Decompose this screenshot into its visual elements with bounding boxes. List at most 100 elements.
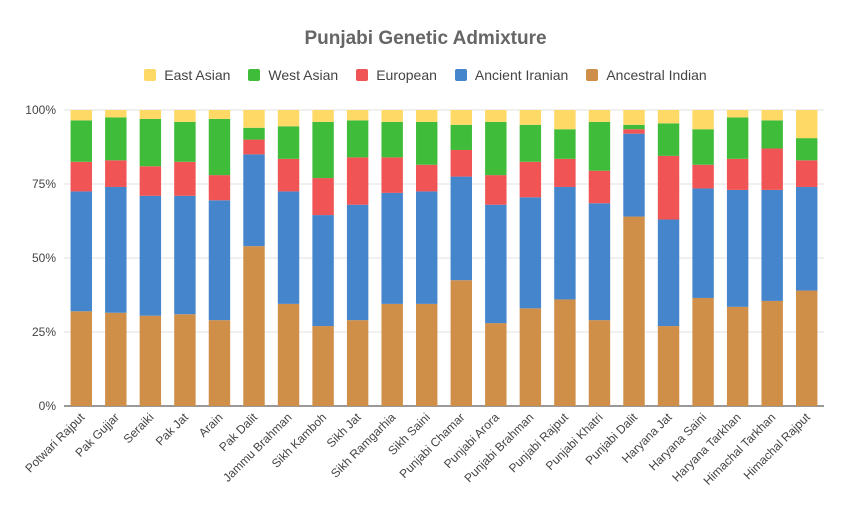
bar-punjabi-arora-west-asian[interactable] — [485, 121, 507, 176]
bar-sikh-saini-east-asian[interactable] — [416, 110, 438, 122]
bar-jammu-brahman-west-asian[interactable] — [277, 126, 300, 159]
bar-sikh-jat-ancient-iranian[interactable] — [346, 204, 369, 321]
bar-pak-jat-west-asian[interactable] — [174, 121, 196, 162]
bar-seraiki-east-asian[interactable] — [139, 110, 162, 119]
bar-punjabi-arora-european[interactable] — [485, 175, 507, 205]
bar-haryana-tarkhan-ancestral-indian[interactable] — [726, 306, 749, 406]
bar-himachal-rajput-east-asian[interactable] — [796, 110, 818, 139]
bar-haryana-jat-west-asian[interactable] — [657, 123, 680, 156]
bar-himachal-tarkhan-east-asian[interactable] — [761, 110, 783, 121]
bar-sikh-ramgarhia-west-asian[interactable] — [381, 121, 403, 158]
bar-himachal-rajput-ancestral-indian[interactable] — [796, 290, 818, 406]
bar-punjabi-rajput-east-asian[interactable] — [554, 110, 576, 130]
bar-seraiki-european[interactable] — [139, 166, 162, 196]
bar-jammu-brahman-ancient-iranian[interactable] — [277, 191, 300, 304]
bar-himachal-rajput-west-asian[interactable] — [796, 138, 818, 161]
legend-item-european[interactable]: European — [356, 67, 437, 83]
bar-himachal-rajput-ancient-iranian[interactable] — [796, 186, 818, 291]
bar-punjabi-khatri-west-asian[interactable] — [588, 121, 611, 171]
bar-punjabi-brahman-east-asian[interactable] — [519, 110, 542, 125]
bar-sikh-saini-european[interactable] — [416, 164, 438, 192]
bar-himachal-rajput-european[interactable] — [796, 160, 818, 187]
bar-himachal-tarkhan-european[interactable] — [761, 148, 783, 190]
bar-haryana-jat-european[interactable] — [657, 155, 680, 220]
bar-haryana-tarkhan-west-asian[interactable] — [726, 117, 749, 159]
bar-himachal-tarkhan-ancestral-indian[interactable] — [761, 300, 783, 406]
bar-haryana-jat-ancestral-indian[interactable] — [657, 326, 680, 406]
bar-punjabi-dalit-west-asian[interactable] — [623, 124, 645, 130]
bar-punjabi-chamar-west-asian[interactable] — [450, 124, 472, 150]
bar-sikh-kamboh-ancient-iranian[interactable] — [312, 215, 334, 327]
bar-pak-jat-european[interactable] — [174, 161, 196, 196]
bar-potwari-rajput-east-asian[interactable] — [70, 110, 92, 121]
bar-punjabi-chamar-european[interactable] — [450, 149, 472, 177]
legend-item-east-asian[interactable]: East Asian — [144, 67, 230, 83]
bar-sikh-ramgarhia-east-asian[interactable] — [381, 110, 403, 122]
bar-haryana-jat-east-asian[interactable] — [657, 110, 680, 124]
bar-sikh-jat-ancestral-indian[interactable] — [346, 320, 369, 406]
bar-pak-gujjar-west-asian[interactable] — [105, 117, 127, 161]
bar-punjabi-chamar-ancient-iranian[interactable] — [450, 176, 472, 281]
bar-punjabi-rajput-ancestral-indian[interactable] — [554, 299, 576, 406]
bar-potwari-rajput-ancestral-indian[interactable] — [70, 311, 92, 406]
bar-sikh-ramgarhia-ancient-iranian[interactable] — [381, 192, 403, 304]
bar-sikh-saini-ancestral-indian[interactable] — [416, 303, 438, 406]
bar-punjabi-brahman-ancestral-indian[interactable] — [519, 308, 542, 406]
bar-potwari-rajput-european[interactable] — [70, 161, 92, 192]
bar-sikh-ramgarhia-european[interactable] — [381, 157, 403, 193]
bar-pak-dalit-ancient-iranian[interactable] — [243, 154, 265, 247]
bar-haryana-tarkhan-european[interactable] — [726, 158, 749, 190]
bar-haryana-saini-ancient-iranian[interactable] — [692, 188, 714, 298]
legend-item-ancestral-indian[interactable]: Ancestral Indian — [586, 67, 707, 83]
bar-pak-dalit-west-asian[interactable] — [243, 127, 265, 140]
bar-sikh-kamboh-european[interactable] — [312, 178, 334, 216]
bar-arain-ancient-iranian[interactable] — [208, 200, 231, 321]
bar-haryana-tarkhan-ancient-iranian[interactable] — [726, 189, 749, 307]
bar-punjabi-rajput-european[interactable] — [554, 158, 576, 187]
bar-sikh-jat-east-asian[interactable] — [346, 110, 369, 121]
bar-jammu-brahman-east-asian[interactable] — [277, 110, 300, 127]
legend-item-ancient-iranian[interactable]: Ancient Iranian — [454, 67, 568, 83]
bar-punjabi-arora-east-asian[interactable] — [485, 110, 507, 122]
bar-seraiki-west-asian[interactable] — [139, 118, 162, 167]
bar-pak-gujjar-ancestral-indian[interactable] — [105, 312, 127, 406]
bar-haryana-tarkhan-east-asian[interactable] — [726, 110, 749, 118]
bar-sikh-kamboh-west-asian[interactable] — [312, 121, 334, 179]
bar-pak-jat-ancient-iranian[interactable] — [174, 195, 196, 315]
bar-sikh-saini-west-asian[interactable] — [416, 121, 438, 165]
bar-sikh-ramgarhia-ancestral-indian[interactable] — [381, 303, 403, 406]
bar-pak-gujjar-ancient-iranian[interactable] — [105, 186, 127, 313]
bar-himachal-tarkhan-west-asian[interactable] — [761, 120, 783, 149]
bar-punjabi-arora-ancestral-indian[interactable] — [485, 323, 507, 406]
bar-pak-dalit-east-asian[interactable] — [243, 110, 265, 128]
bar-punjabi-chamar-east-asian[interactable] — [450, 110, 472, 125]
bar-jammu-brahman-european[interactable] — [277, 158, 300, 192]
bar-punjabi-dalit-ancestral-indian[interactable] — [623, 216, 645, 406]
bar-sikh-jat-west-asian[interactable] — [346, 120, 369, 158]
bar-punjabi-khatri-ancestral-indian[interactable] — [588, 320, 611, 406]
bar-pak-gujjar-east-asian[interactable] — [105, 110, 127, 118]
bar-arain-east-asian[interactable] — [208, 110, 231, 119]
bar-haryana-jat-ancient-iranian[interactable] — [657, 219, 680, 327]
bar-sikh-kamboh-ancestral-indian[interactable] — [312, 326, 334, 406]
bar-arain-european[interactable] — [208, 175, 231, 201]
bar-sikh-kamboh-east-asian[interactable] — [312, 110, 334, 122]
bar-punjabi-dalit-european[interactable] — [623, 129, 645, 134]
bar-arain-west-asian[interactable] — [208, 118, 231, 176]
bar-punjabi-dalit-ancient-iranian[interactable] — [623, 133, 645, 217]
legend-item-west-asian[interactable]: West Asian — [248, 67, 338, 83]
bar-himachal-tarkhan-ancient-iranian[interactable] — [761, 189, 783, 301]
bar-punjabi-brahman-ancient-iranian[interactable] — [519, 197, 542, 309]
bar-haryana-saini-west-asian[interactable] — [692, 129, 714, 165]
bar-punjabi-khatri-european[interactable] — [588, 170, 611, 204]
bar-sikh-jat-european[interactable] — [346, 157, 369, 205]
bar-pak-dalit-ancestral-indian[interactable] — [243, 246, 265, 406]
bar-pak-jat-ancestral-indian[interactable] — [174, 314, 196, 406]
bar-potwari-rajput-west-asian[interactable] — [70, 120, 92, 162]
bar-punjabi-khatri-east-asian[interactable] — [588, 110, 611, 122]
bar-haryana-saini-ancestral-indian[interactable] — [692, 297, 714, 406]
bar-punjabi-dalit-east-asian[interactable] — [623, 110, 645, 125]
bar-pak-dalit-european[interactable] — [243, 139, 265, 155]
bar-potwari-rajput-ancient-iranian[interactable] — [70, 191, 92, 312]
bar-punjabi-chamar-ancestral-indian[interactable] — [450, 280, 472, 406]
